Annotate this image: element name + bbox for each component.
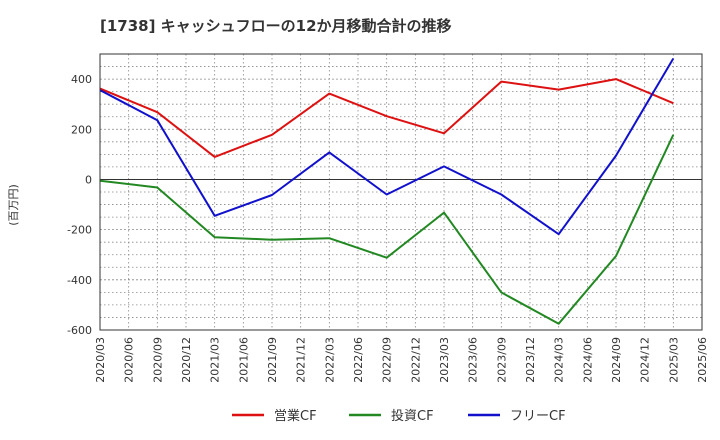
grid <box>100 54 702 330</box>
x-tick-label: 2023/06 <box>467 337 480 383</box>
y-tick-label: 0 <box>85 173 92 186</box>
y-tick-label: 400 <box>71 73 92 86</box>
x-tick-label: 2020/12 <box>180 337 193 383</box>
legend: 営業CF 投資CF フリーCF <box>232 408 566 424</box>
x-tick-label: 2024/06 <box>581 337 594 383</box>
x-tick-label: 2023/12 <box>524 337 537 383</box>
y-tick-labels: 400 200 0 -200 -400 -600 <box>67 73 92 337</box>
x-tick-label: 2022/12 <box>409 337 422 383</box>
x-tick-label: 2020/06 <box>123 337 136 383</box>
y-axis-label: (百万円) <box>7 184 20 226</box>
x-tick-label: 2024/03 <box>553 337 566 383</box>
x-tick-label: 2025/06 <box>696 337 709 383</box>
x-tick-label: 2021/12 <box>295 337 308 383</box>
x-tick-label: 2020/03 <box>94 337 107 383</box>
x-tick-label: 2021/03 <box>209 337 222 383</box>
x-tick-label: 2022/03 <box>323 337 336 383</box>
plot-border <box>99 53 703 331</box>
chart-title: [1738] キャッシュフローの12か月移動合計の推移 <box>100 17 452 35</box>
legend-label: 営業CF <box>274 408 317 424</box>
plot-frame <box>99 53 703 331</box>
x-tick-label: 2023/03 <box>438 337 451 383</box>
x-tick-label: 2022/06 <box>352 337 365 383</box>
y-tick-label: 200 <box>71 123 92 136</box>
x-tick-label: 2021/06 <box>237 337 250 383</box>
x-tick-label: 2021/09 <box>266 337 279 383</box>
x-tick-label: 2023/09 <box>495 337 508 383</box>
x-tick-label: 2022/09 <box>381 337 394 383</box>
series-layer <box>99 57 675 325</box>
x-tick-labels: 2020/03 2020/06 2020/09 2020/12 2021/03 2021/… <box>94 337 709 383</box>
legend-label: 投資CF <box>391 408 434 424</box>
legend-label: フリーCF <box>510 409 566 424</box>
x-tick-label: 2024/09 <box>610 337 623 383</box>
y-tick-label: -400 <box>67 274 92 287</box>
x-tick-label: 2020/09 <box>151 337 164 383</box>
x-tick-label: 2024/12 <box>639 337 652 383</box>
x-tick-label: 2025/03 <box>667 337 680 383</box>
y-tick-label: -200 <box>67 224 92 237</box>
y-tick-label: -600 <box>67 324 92 337</box>
